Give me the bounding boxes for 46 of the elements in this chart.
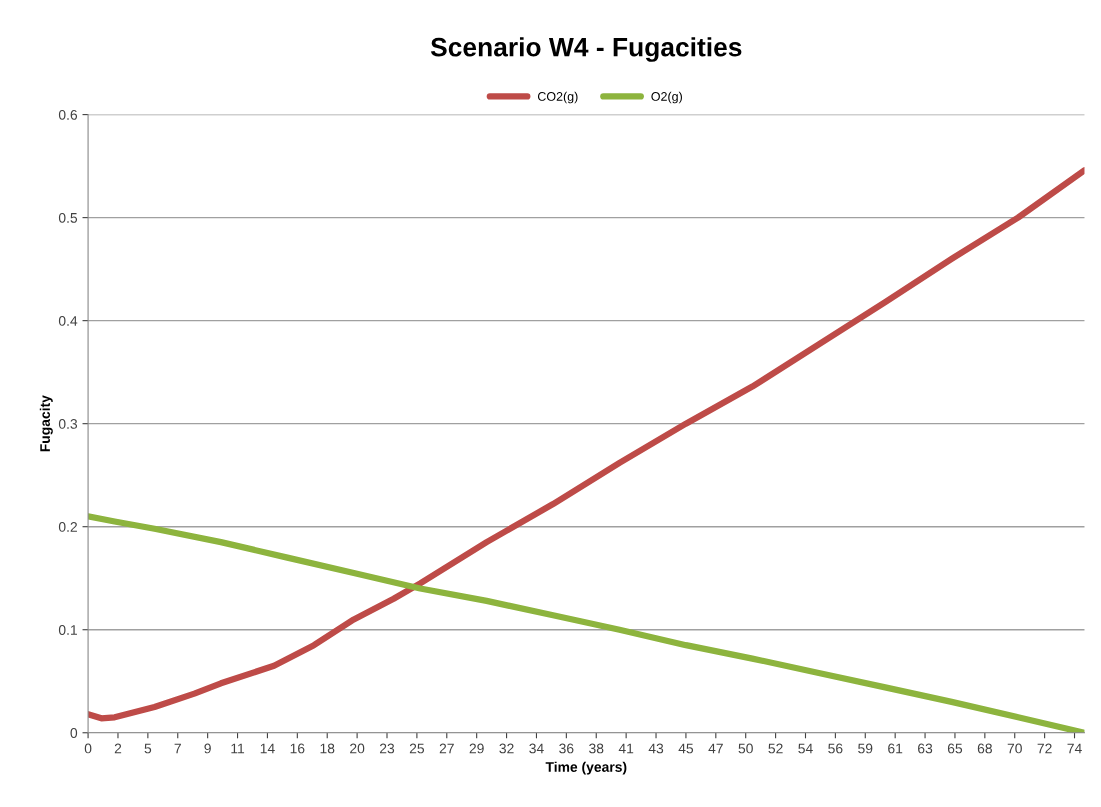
x-tick-label: 70	[1007, 743, 1022, 754]
x-tick-label: 74	[1067, 743, 1082, 754]
x-tick-label: 47	[708, 743, 723, 754]
y-tick-label: 0.3	[58, 419, 78, 429]
x-tick-label: 5	[144, 743, 152, 754]
x-tick-label: 18	[320, 743, 335, 754]
y-tick-label: 0.5	[58, 212, 78, 223]
x-tick-label: 72	[1037, 743, 1052, 754]
chart-title: Scenario W4 - Fugacities	[430, 37, 742, 62]
x-tick-label: 59	[858, 743, 873, 754]
x-tick-label: 34	[529, 743, 544, 754]
legend-label: CO2(g)	[537, 91, 578, 104]
x-tick-label: 38	[589, 743, 604, 754]
x-tick-label: 7	[174, 743, 181, 754]
x-axis-title: Time (years)	[545, 761, 627, 775]
x-tick-label: 29	[469, 743, 484, 754]
x-tick-label: 0	[84, 743, 92, 754]
x-tick-label: 9	[204, 743, 211, 754]
y-tick-label: 0.6	[58, 109, 78, 120]
x-tick-label: 52	[768, 743, 783, 754]
x-tick-label: 25	[409, 743, 425, 754]
x-tick-label: 68	[977, 743, 992, 754]
x-tick-label: 43	[648, 743, 664, 754]
x-tick-label: 45	[678, 743, 694, 754]
x-tick-label: 27	[439, 743, 454, 754]
x-tick-label: 2	[114, 743, 122, 754]
x-tick-label: 32	[499, 743, 514, 754]
y-axis-title: Fugacity	[39, 395, 53, 452]
x-tick-label: 41	[618, 743, 634, 754]
x-tick-label: 11	[231, 743, 245, 754]
x-tick-label: 56	[828, 743, 843, 754]
x-tick-label: 63	[918, 743, 933, 754]
x-tick-label: 54	[798, 743, 813, 754]
x-tick-label: 50	[738, 743, 753, 754]
x-tick-label: 20	[350, 743, 365, 754]
y-tick-label: 0	[70, 728, 78, 738]
y-tick-label: 0.1	[58, 625, 77, 635]
x-tick-label: 61	[888, 743, 903, 754]
x-tick-label: 65	[947, 743, 963, 754]
y-tick-label: 0.4	[58, 315, 78, 326]
legend-label: O2(g)	[651, 91, 682, 104]
x-tick-label: 16	[290, 743, 305, 754]
x-tick-label: 14	[260, 743, 275, 754]
x-tick-label: 36	[559, 743, 574, 754]
x-tick-label: 23	[379, 743, 395, 754]
y-tick-label: 0.2	[58, 522, 77, 532]
